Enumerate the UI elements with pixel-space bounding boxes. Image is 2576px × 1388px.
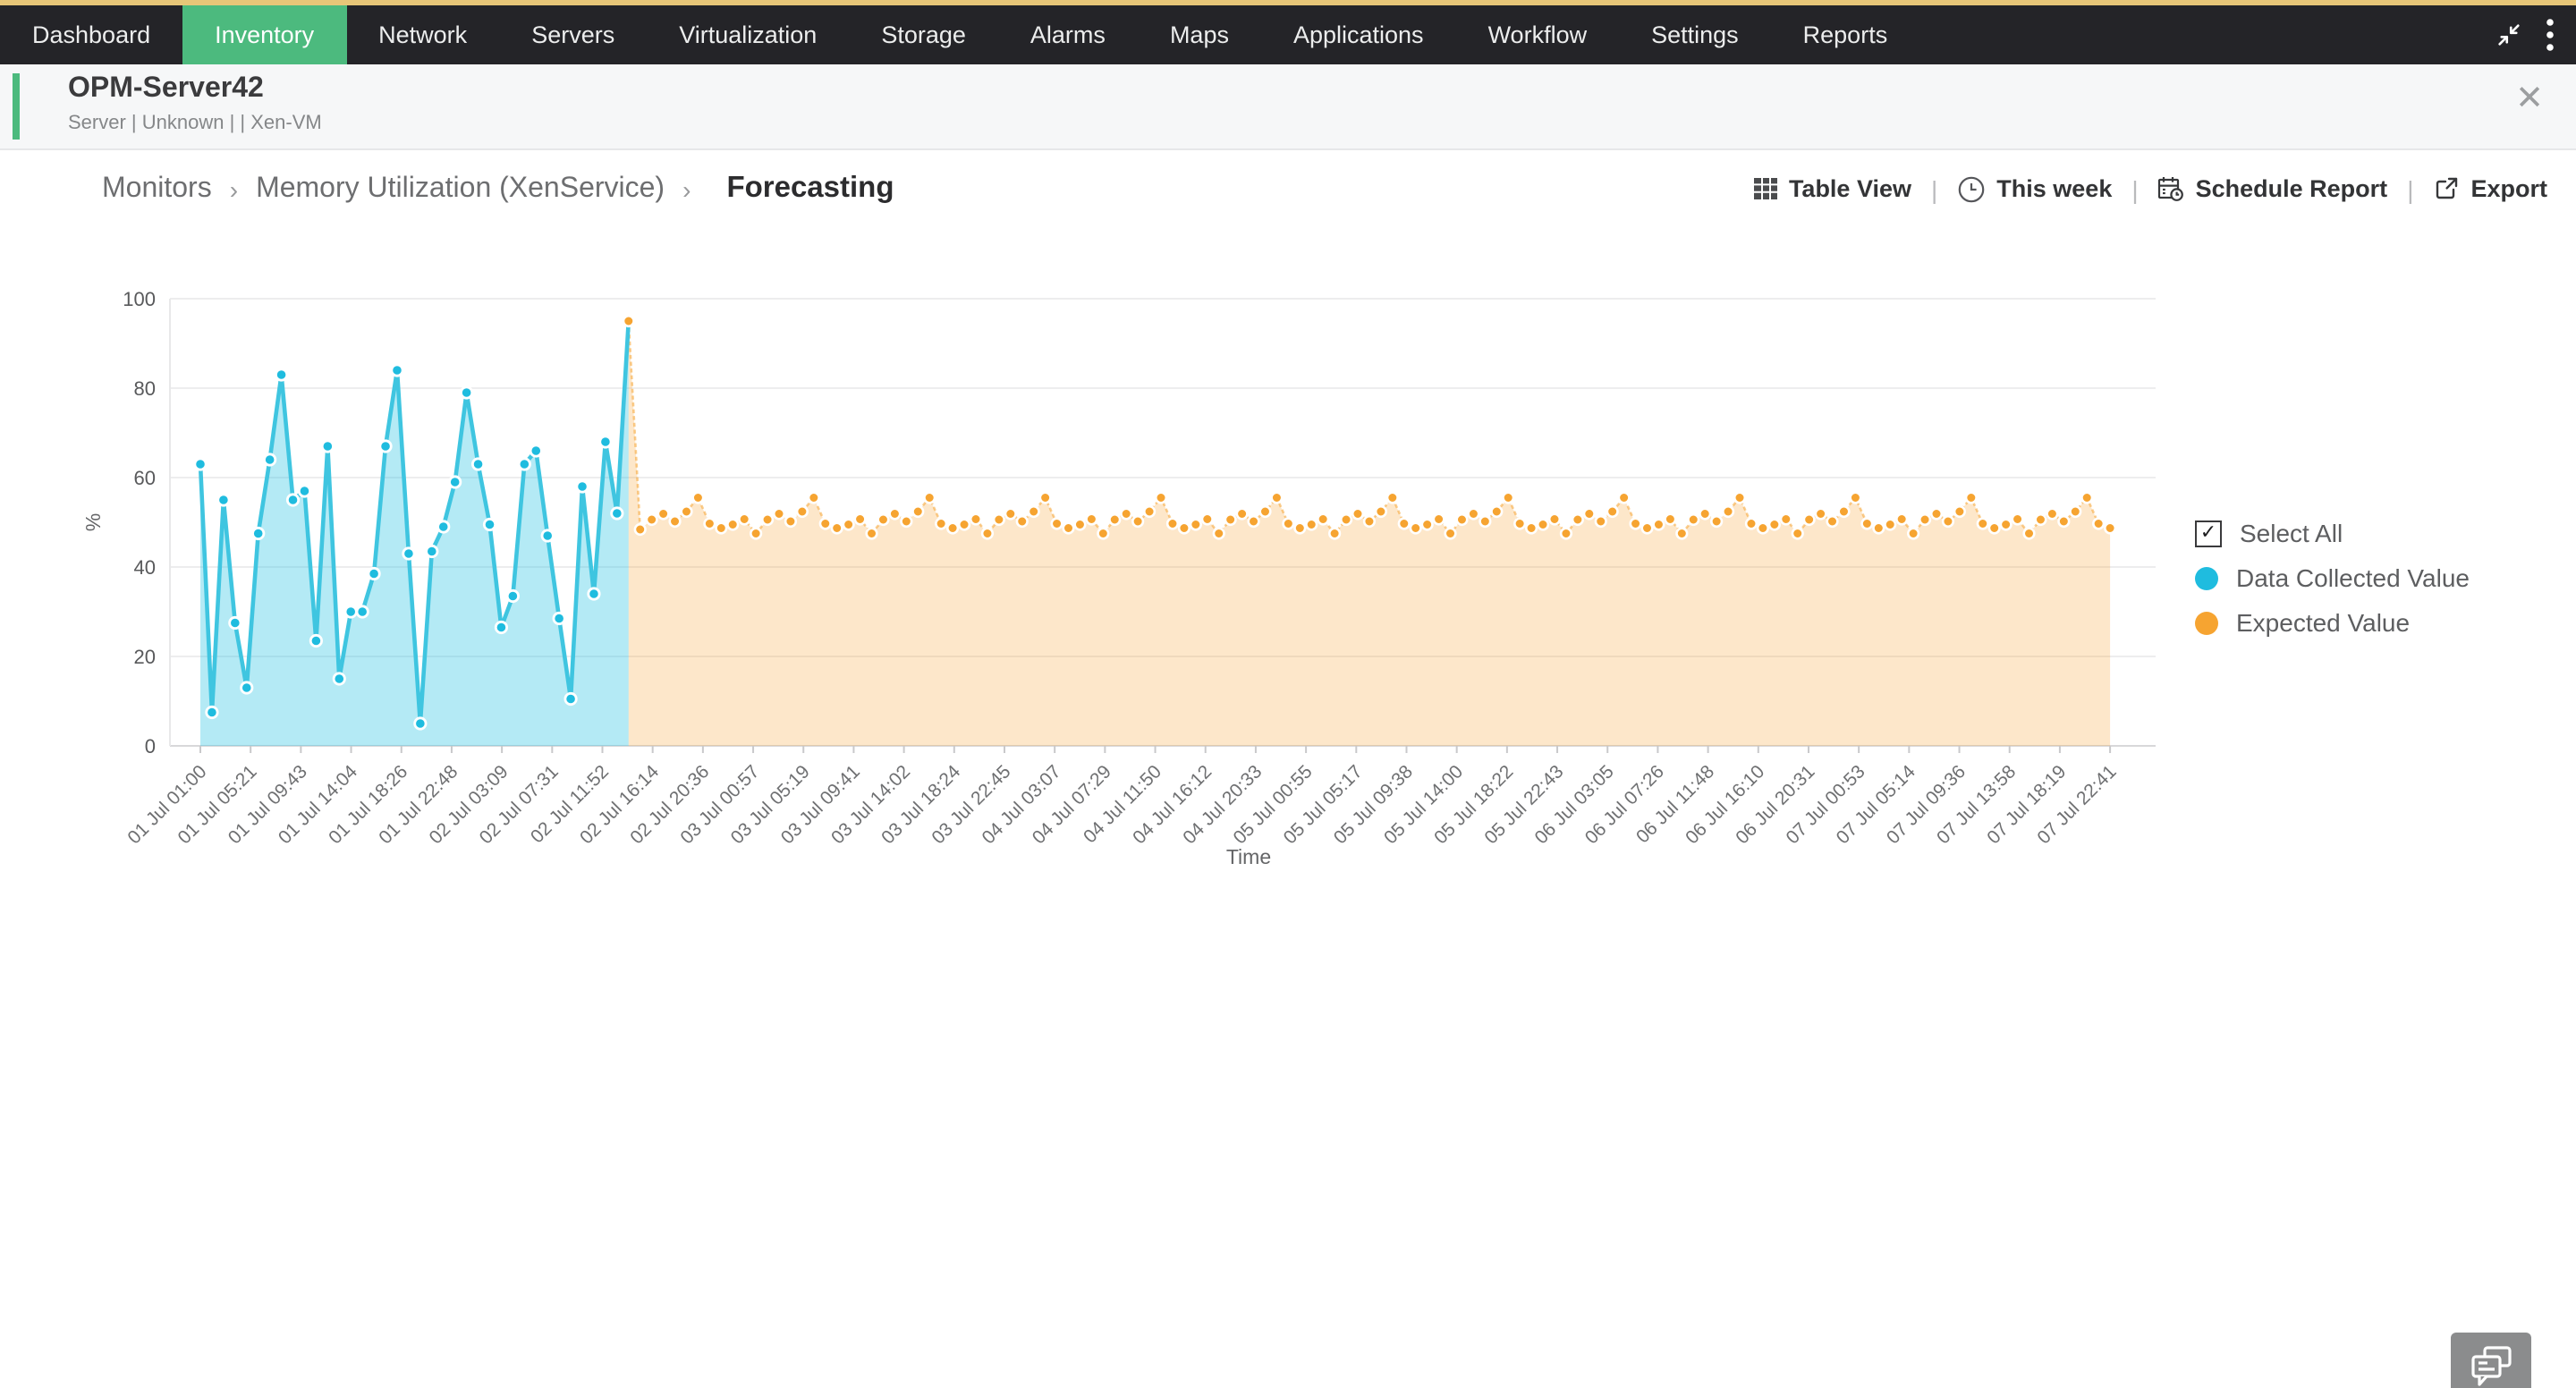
nav-tab-workflow[interactable]: Workflow (1487, 21, 1588, 48)
navbar-right-controls (2496, 5, 2576, 64)
clock-icon (1958, 175, 1985, 202)
svg-text:20: 20 (134, 646, 156, 668)
collapse-view-icon[interactable] (2496, 21, 2522, 48)
svg-text:40: 40 (134, 556, 156, 579)
chat-bubbles-icon (2470, 1346, 2511, 1386)
nav-tab-storage[interactable]: Storage (881, 21, 966, 48)
chart-toolbar: Table View | This week | Schedu (1753, 150, 2547, 227)
toolbar-separator: | (2407, 174, 2414, 203)
device-accent-bar (13, 73, 20, 140)
breadcrumb-separator-icon: › (229, 174, 239, 203)
legend-item-expected[interactable]: Expected Value (2195, 608, 2470, 637)
nav-tab-inventory[interactable]: Inventory (182, 5, 347, 64)
svg-text:0: 0 (145, 735, 156, 757)
toolbar-separator: | (2131, 174, 2139, 203)
svg-text:80: 80 (134, 377, 156, 400)
svg-text:100: 100 (123, 288, 156, 310)
export-button[interactable]: Export (2433, 175, 2547, 202)
nav-tab-virtualization[interactable]: Virtualization (679, 21, 818, 48)
nav-tab-maps[interactable]: Maps (1169, 21, 1229, 48)
svg-text:Time: Time (1226, 845, 1271, 868)
svg-text:60: 60 (134, 467, 156, 489)
breadcrumb-monitor-name[interactable]: Memory Utilization (XenService) (256, 173, 665, 203)
main-navbar: Dashboard Inventory Network Servers Virt… (0, 5, 2576, 64)
svg-text:%: % (81, 513, 105, 531)
chart-legend: ✓ Select All Data Collected Value Expect… (2195, 519, 2470, 637)
kebab-menu-icon[interactable] (2546, 18, 2555, 52)
time-range-button[interactable]: This week (1957, 174, 2112, 203)
nav-tab-alarms[interactable]: Alarms (1030, 21, 1106, 48)
toolbar-separator: | (1931, 174, 1938, 203)
legend-item-data-collected[interactable]: Data Collected Value (2195, 563, 2470, 592)
nav-tab-settings[interactable]: Settings (1651, 21, 1739, 48)
nav-tab-network[interactable]: Network (378, 21, 468, 48)
schedule-report-button[interactable]: Schedule Report (2158, 175, 2387, 202)
table-view-button[interactable]: Table View (1753, 175, 1911, 202)
top-accent-line (0, 0, 2576, 5)
breadcrumb: Monitors › Memory Utilization (XenServic… (0, 172, 894, 206)
nav-tab-applications[interactable]: Applications (1292, 21, 1424, 48)
legend-select-all[interactable]: ✓ Select All (2195, 519, 2470, 547)
device-meta: Server | Unknown | | Xen-VM (68, 113, 322, 134)
close-icon[interactable]: ✕ (2515, 80, 2544, 118)
device-name: OPM-Server42 (68, 73, 264, 104)
select-all-checkbox[interactable]: ✓ (2195, 520, 2222, 546)
calendar-clock-icon (2158, 177, 2184, 201)
page-title: Forecasting (726, 172, 894, 204)
breadcrumb-monitors[interactable]: Monitors (102, 173, 212, 203)
breadcrumb-separator-icon: › (682, 174, 691, 203)
chat-support-button[interactable] (2451, 1333, 2531, 1388)
collected-series-swatch-icon (2195, 566, 2218, 589)
nav-tab-servers[interactable]: Servers (531, 21, 615, 48)
table-icon (1753, 178, 1777, 199)
export-icon (2436, 177, 2458, 199)
nav-tab-reports[interactable]: Reports (1802, 21, 1888, 48)
expected-series-swatch-icon (2195, 611, 2218, 634)
nav-tab-dashboard[interactable]: Dashboard (32, 21, 151, 48)
breadcrumb-row: Monitors › Memory Utilization (XenServic… (0, 150, 2576, 227)
device-header: OPM-Server42 Server | Unknown | | Xen-VM… (0, 64, 2576, 150)
